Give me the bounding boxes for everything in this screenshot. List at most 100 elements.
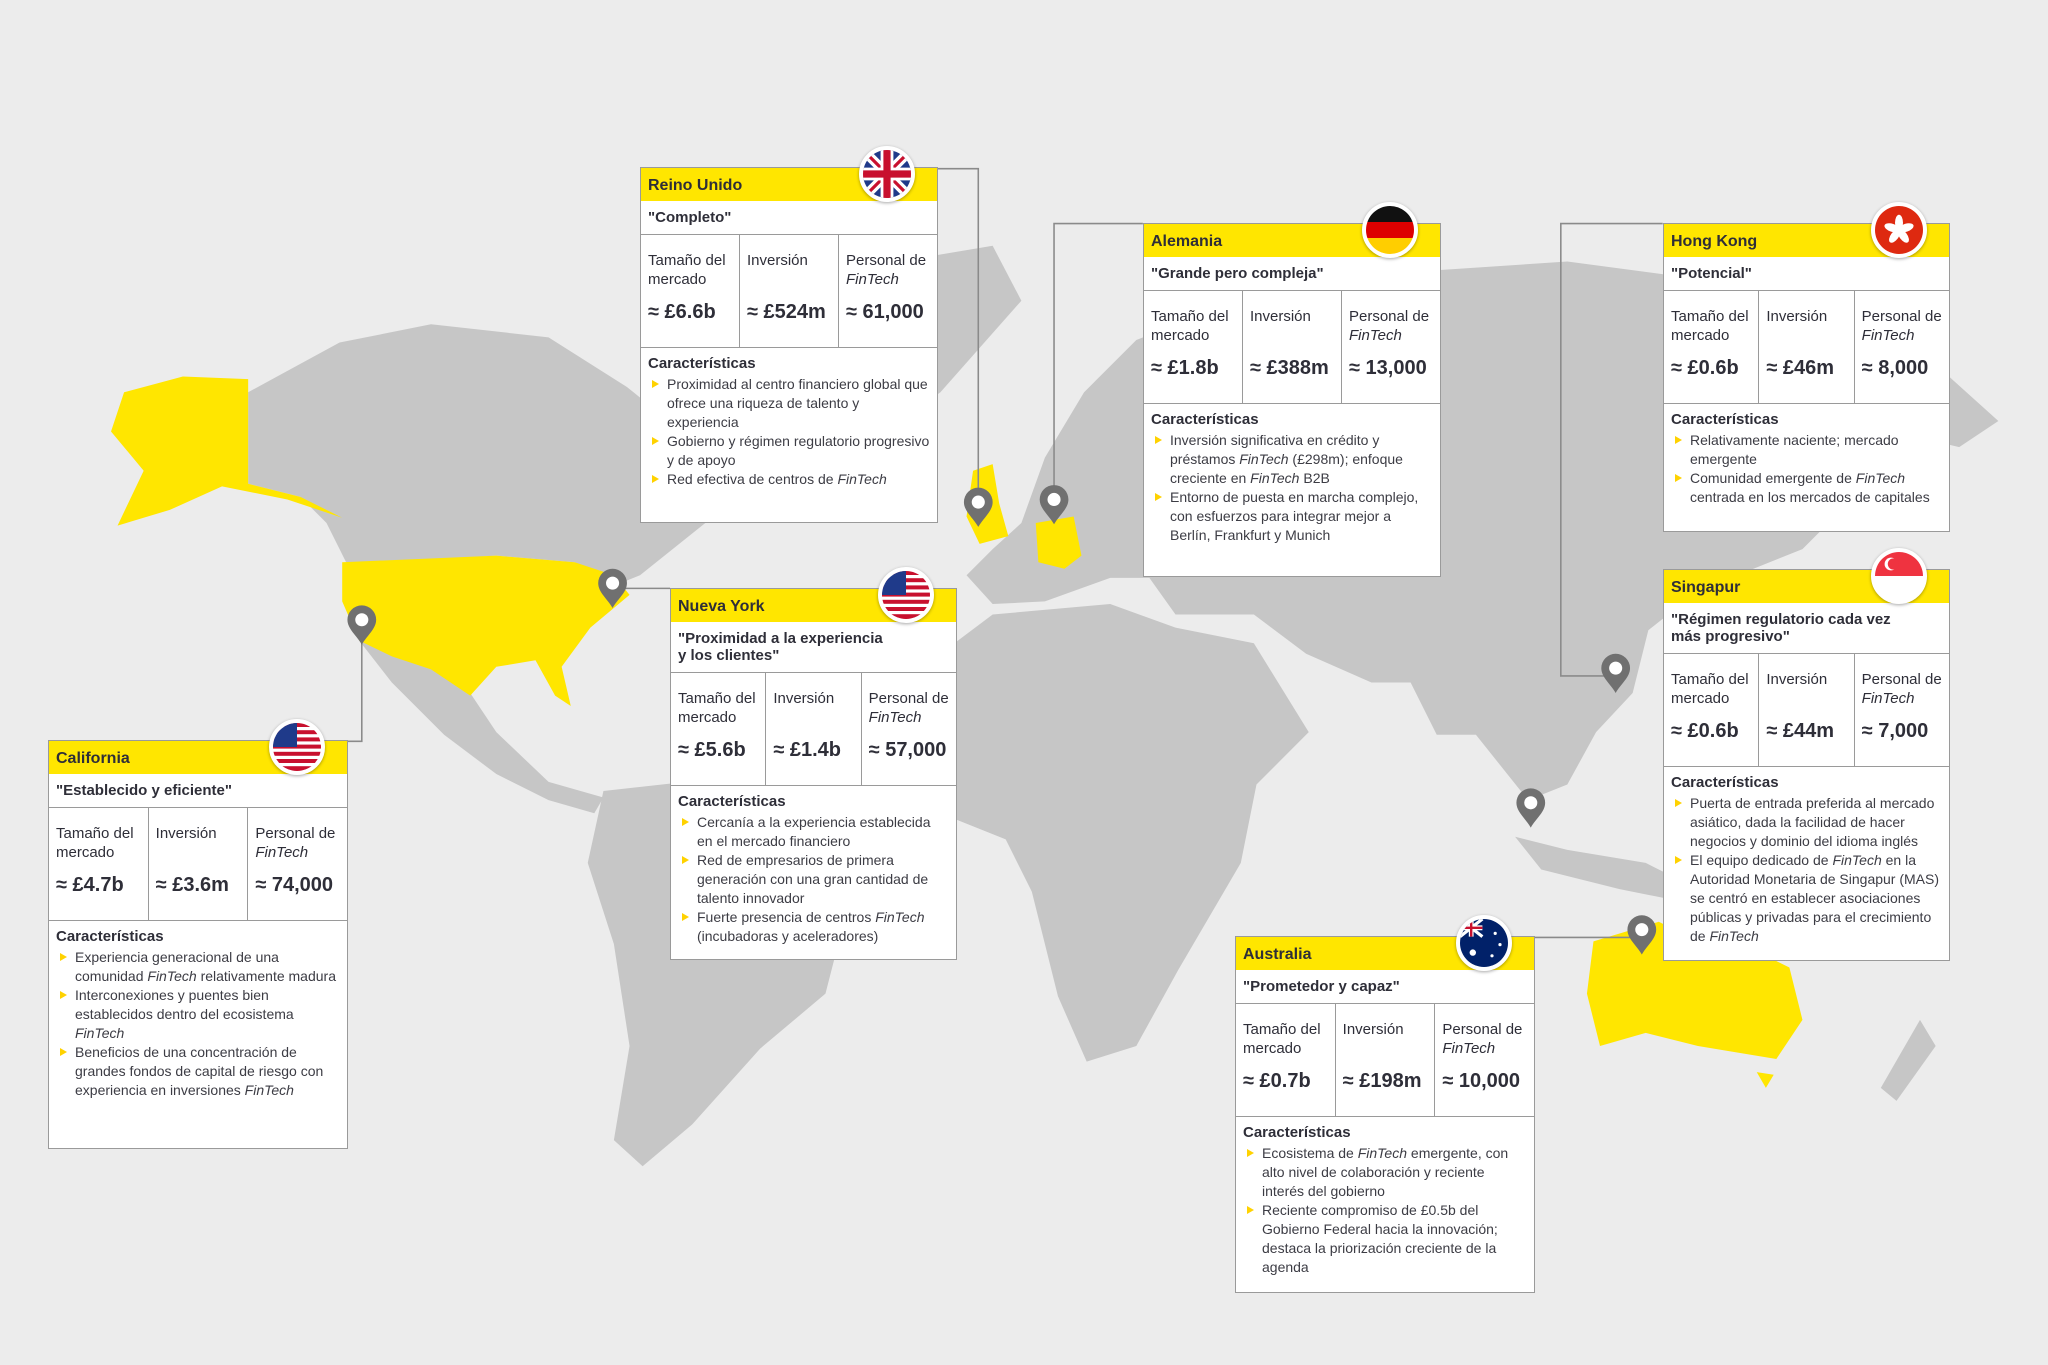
- features-list: Experiencia generacional de una comunida…: [56, 948, 340, 1100]
- metric-label: Tamaño del mercado: [1671, 671, 1749, 707]
- features-heading: Características: [1671, 411, 1779, 428]
- africa: [914, 604, 1309, 1062]
- features-heading: Características: [1151, 411, 1259, 428]
- metrics-row: Tamaño del mercado ≈ £0.7b Inversión ≈ £198…: [1236, 1004, 1534, 1117]
- map-pin-icon[interactable]: [347, 605, 377, 645]
- metric-label: Inversión: [155, 825, 217, 842]
- feature-item: Puerta de entrada preferida al mercado a…: [1671, 794, 1942, 851]
- metric-value: ≈ 8,000: [1861, 357, 1929, 379]
- metric-investment: Inversión ≈ £46m: [1758, 291, 1853, 403]
- map-pin-icon[interactable]: [1039, 485, 1069, 525]
- metric-size: Tamaño del mercado ≈ £4.7b: [49, 808, 148, 920]
- metric-value: ≈ £6.6b: [648, 301, 716, 323]
- metrics-row: Tamaño del mercado ≈ £6.6b Inversión ≈ £524…: [641, 235, 937, 348]
- singapore-flag-icon: [1871, 548, 1927, 604]
- connector-germany: [1053, 222, 1143, 501]
- metric-label: Tamaño del mercado: [56, 825, 134, 861]
- metric-label: Tamaño del mercado: [1151, 308, 1229, 344]
- metric-label: Tamaño del mercado: [678, 690, 756, 726]
- indonesia: [1515, 836, 1698, 903]
- metric-label: Personal de FinTech: [1349, 308, 1430, 344]
- metric-value: ≈ £3.6m: [155, 874, 229, 896]
- metric-staff: Personal de FinTech ≈ 13,000: [1341, 291, 1440, 403]
- metric-value: ≈ £5.6b: [678, 739, 746, 761]
- map-pin-icon[interactable]: [963, 487, 993, 527]
- connector-lines: [347, 167, 1663, 939]
- metric-investment: Inversión ≈ £388m: [1242, 291, 1341, 403]
- metric-value: ≈ £0.6b: [1671, 720, 1739, 742]
- feature-item: Proximidad al centro financiero global q…: [648, 375, 930, 432]
- metric-value: ≈ 10,000: [1442, 1070, 1521, 1092]
- uk-flag-icon: [859, 146, 915, 202]
- map-pin-icon[interactable]: [1627, 915, 1657, 955]
- metric-label: Tamaño del mercado: [1243, 1021, 1321, 1057]
- feature-item: Inversión significativa en crédito y pré…: [1151, 431, 1433, 488]
- metric-value: ≈ £4.7b: [56, 874, 124, 896]
- canada: [248, 324, 727, 586]
- card-germany: Alemania "Grande pero compleja" Tamaño d…: [1143, 202, 1441, 577]
- metric-value: ≈ 13,000: [1349, 357, 1427, 379]
- metric-value: ≈ 57,000: [868, 739, 947, 761]
- card-tagline: "Proximidad a la experiencia y los clien…: [671, 622, 956, 673]
- features-heading: Características: [1671, 774, 1779, 791]
- connector-uk: [937, 167, 980, 504]
- alaska: [111, 376, 343, 526]
- features-section: Características Experiencia generacional …: [49, 921, 347, 1110]
- metric-value: ≈ 7,000: [1861, 720, 1929, 742]
- feature-item: Ecosistema de FinTech emergente, con alt…: [1243, 1144, 1527, 1201]
- feature-item: Gobierno y régimen regulatorio progresiv…: [648, 432, 930, 470]
- features-list: Ecosistema de FinTech emergente, con alt…: [1243, 1144, 1527, 1277]
- metric-value: ≈ 61,000: [846, 301, 924, 323]
- metric-value: ≈ £0.6b: [1671, 357, 1739, 379]
- card-tagline: "Grande pero compleja": [1144, 257, 1440, 291]
- metric-value: ≈ £0.7b: [1243, 1070, 1311, 1092]
- feature-item: Experiencia generacional de una comunida…: [56, 948, 340, 986]
- metric-size: Tamaño del mercado ≈ £5.6b: [671, 673, 765, 785]
- metrics-row: Tamaño del mercado ≈ £4.7b Inversión ≈ £3.6…: [49, 808, 347, 921]
- metric-value: ≈ £198m: [1342, 1070, 1422, 1092]
- card-uk: Reino Unido "Completo" Tamaño del mercad…: [640, 146, 938, 523]
- metric-label: Tamaño del mercado: [648, 252, 726, 288]
- card-hongkong: Hong Kong "Potencial" Tamaño del mercado…: [1663, 202, 1950, 532]
- metrics-row: Tamaño del mercado ≈ £1.8b Inversión ≈ £388…: [1144, 291, 1440, 404]
- map-pin-icon[interactable]: [1601, 653, 1631, 693]
- metrics-row: Tamaño del mercado ≈ £5.6b Inversión ≈ £1.4…: [671, 673, 956, 786]
- card-tagline: "Completo": [641, 201, 937, 235]
- features-list: Proximidad al centro financiero global q…: [648, 375, 930, 489]
- metric-staff: Personal de FinTech ≈ 57,000: [860, 673, 956, 785]
- features-heading: Características: [1243, 1124, 1351, 1141]
- features-list: Cercanía a la experiencia establecida en…: [678, 813, 949, 946]
- connector-hongkong: [1560, 222, 1663, 677]
- metric-size: Tamaño del mercado ≈ £6.6b: [641, 235, 739, 347]
- metric-label: Personal de FinTech: [1442, 1021, 1523, 1057]
- map-pin-icon[interactable]: [598, 568, 627, 608]
- features-list: Relativamente naciente; mercado emergent…: [1671, 431, 1942, 507]
- card-tagline: "Prometedor y capaz": [1236, 970, 1534, 1004]
- metric-value: ≈ £46m: [1766, 357, 1835, 379]
- feature-item: Red efectiva de centros de FinTech: [648, 470, 930, 489]
- map-pin-icon[interactable]: [1516, 788, 1546, 828]
- metric-label: Inversión: [1250, 308, 1311, 325]
- metric-label: Personal de FinTech: [846, 252, 927, 288]
- features-heading: Características: [678, 793, 786, 810]
- metric-size: Tamaño del mercado ≈ £0.6b: [1664, 291, 1758, 403]
- card-tagline: "Establecido y eficiente": [49, 774, 347, 808]
- metric-label: Personal de FinTech: [1861, 308, 1942, 344]
- metric-label: Personal de FinTech: [868, 690, 949, 726]
- feature-item: Comunidad emergente de FinTech centrada …: [1671, 469, 1942, 507]
- feature-item: Interconexiones y puentes bien estableci…: [56, 986, 340, 1043]
- metric-investment: Inversión ≈ £1.4b: [765, 673, 860, 785]
- metric-staff: Personal de FinTech ≈ 8,000: [1853, 291, 1949, 403]
- metric-staff: Personal de FinTech ≈ 7,000: [1853, 654, 1949, 766]
- hong-kong-flag-icon: [1871, 202, 1927, 258]
- tasmania: [1756, 1072, 1774, 1088]
- metric-size: Tamaño del mercado ≈ £1.8b: [1144, 291, 1242, 403]
- card-australia: Australia "Prometedor y capaz" Tamaño de…: [1235, 915, 1535, 1293]
- metric-investment: Inversión ≈ £524m: [739, 235, 838, 347]
- germany: [1035, 516, 1082, 569]
- metric-value: ≈ £388m: [1250, 357, 1329, 379]
- highlighted-regions: [111, 376, 1803, 1088]
- metric-value: ≈ £1.4b: [773, 739, 842, 761]
- feature-item: El equipo dedicado de FinTech en la Auto…: [1671, 851, 1942, 946]
- metric-investment: Inversión ≈ £44m: [1758, 654, 1853, 766]
